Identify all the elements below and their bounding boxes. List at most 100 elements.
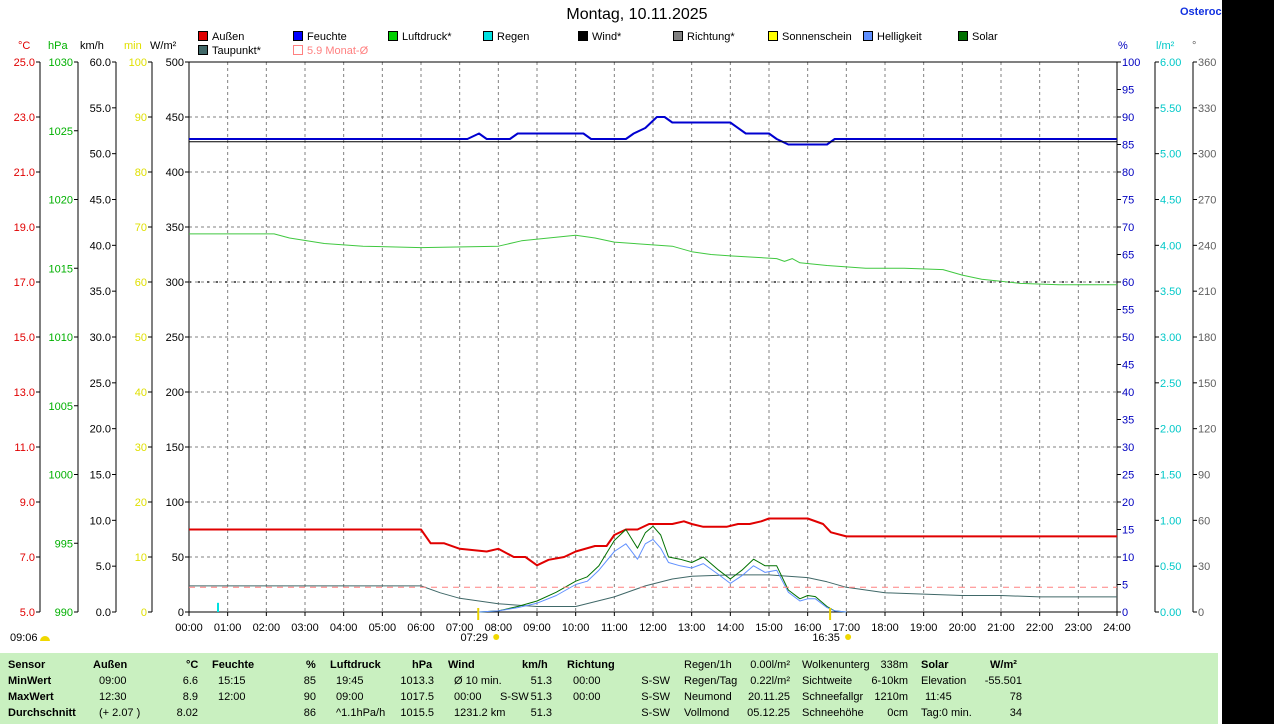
axis-tick-label-solar: 300 xyxy=(166,277,184,289)
axis-tick-label-temp: 21.0 xyxy=(14,167,35,179)
extra-key: Schneefallgr xyxy=(802,691,864,703)
axis-tick-label-rain: 0.50 xyxy=(1160,561,1181,573)
unit-humidity: % xyxy=(1118,40,1128,52)
cell: 51.3 xyxy=(530,707,552,719)
axis-tick-label-humidity: 90 xyxy=(1122,112,1134,124)
cell: S-SW xyxy=(641,707,670,719)
legend-swatch xyxy=(198,45,208,55)
axis-tick-label-temp: 25.0 xyxy=(14,57,35,69)
cell: 00:00 xyxy=(573,675,601,687)
cell: ^1.1hPa/h xyxy=(336,707,386,719)
extra-key: Regen/1h xyxy=(684,659,732,671)
legend-swatch xyxy=(958,31,968,41)
axis-tick-label-solar: 350 xyxy=(166,222,184,234)
x-tick-label: 00:00 xyxy=(175,622,203,634)
x-tick-label: 01:00 xyxy=(214,622,242,634)
axis-tick-label-humidity: 100 xyxy=(1122,57,1140,69)
axis-tick-label-direction: 360 xyxy=(1198,57,1216,69)
series-feuchte xyxy=(189,116,1117,146)
x-tick-label: 04:00 xyxy=(330,622,358,634)
axis-tick-label-rain: 3.50 xyxy=(1160,286,1181,298)
extra-key: Neumond xyxy=(684,691,732,703)
axis-tick-label-solar: 0 xyxy=(178,607,184,619)
axis-tick-label-wind: 50.0 xyxy=(90,149,111,161)
cell: 19:45 xyxy=(336,675,364,687)
axis-tick-label-wind: 40.0 xyxy=(90,240,111,252)
x-tick-label: 19:00 xyxy=(910,622,938,634)
axis-tick-label-rain: 5.00 xyxy=(1160,149,1181,161)
axis-tick-label-minutes: 30 xyxy=(135,442,147,454)
axis-tick-label-pressure: 990 xyxy=(55,607,73,619)
axis-tick-label-pressure: 1020 xyxy=(49,195,73,207)
series-luftdruck- xyxy=(189,233,1117,286)
axis-tick-label-humidity: 70 xyxy=(1122,222,1134,234)
axis-tick-label-wind: 20.0 xyxy=(90,424,111,436)
hdr-solar: Solar xyxy=(921,659,949,671)
axis-tick-label-pressure: 1030 xyxy=(49,57,73,69)
cell: 51.3 xyxy=(530,675,552,687)
cell: 09:00 xyxy=(336,691,364,703)
cell: 86 xyxy=(303,707,316,719)
axis-tick-label-rain: 6.00 xyxy=(1160,57,1181,69)
solar-val: -55.501 xyxy=(984,675,1022,687)
extra-key: Schneehöhe xyxy=(802,707,864,719)
hdr-luftdruck: Luftdruck xyxy=(330,659,381,671)
axis-tick-label-direction: 270 xyxy=(1198,195,1216,207)
extra-key: Sichtweite xyxy=(802,675,853,687)
legend-richtung: Richtung* xyxy=(673,31,735,43)
axis-tick-label-temp: 7.0 xyxy=(20,552,35,564)
axis-tick-label-temp: 5.0 xyxy=(20,607,35,619)
axis-tick-label-humidity: 15 xyxy=(1122,525,1134,537)
axis-tick-label-humidity: 85 xyxy=(1122,140,1134,152)
axis-tick-label-rain: 0.00 xyxy=(1160,607,1181,619)
x-tick-label: 23:00 xyxy=(1065,622,1093,634)
unit-wind: km/h xyxy=(80,40,104,52)
axis-tick-label-pressure: 995 xyxy=(55,538,73,550)
x-tick-label: 21:00 xyxy=(987,622,1015,634)
legend-swatch xyxy=(388,31,398,41)
axis-tick-label-minutes: 10 xyxy=(135,552,147,564)
x-tick-label: 22:00 xyxy=(1026,622,1054,634)
axis-tick-label-solar: 50 xyxy=(172,552,184,564)
series-helligkeit xyxy=(478,538,847,613)
legend-swatch xyxy=(863,31,873,41)
solar-val: 78 xyxy=(1009,691,1022,703)
x-tick-label: 20:00 xyxy=(949,622,977,634)
axis-tick-label-minutes: 40 xyxy=(135,387,147,399)
site-label[interactable]: Osteroc xyxy=(1180,6,1222,18)
x-tick-label: 05:00 xyxy=(369,622,397,634)
x-tick-label: 13:00 xyxy=(678,622,706,634)
axis-tick-label-direction: 300 xyxy=(1198,149,1216,161)
unit-minutes: min xyxy=(124,40,142,52)
series-solar xyxy=(478,525,847,613)
cell: 8.9 xyxy=(182,691,198,703)
extra-val: 0.22l/m² xyxy=(750,675,790,687)
axis-tick-label-humidity: 45 xyxy=(1122,360,1134,372)
x-tick-label: 14:00 xyxy=(717,622,745,634)
axis-tick-label-humidity: 30 xyxy=(1122,442,1134,454)
axis-tick-label-temp: 23.0 xyxy=(14,112,35,124)
unit-direction: ° xyxy=(1192,40,1197,52)
hdr-wind-unit: km/h xyxy=(522,659,548,671)
solar-key: Tag:0 min. xyxy=(921,707,972,719)
axis-tick-label-humidity: 65 xyxy=(1122,250,1134,262)
axis-tick-label-humidity: 25 xyxy=(1122,470,1134,482)
axis-tick-label-rain: 4.00 xyxy=(1160,240,1181,252)
axis-tick-label-temp: 11.0 xyxy=(14,442,35,454)
axis-tick-label-direction: 240 xyxy=(1198,240,1216,252)
axis-tick-label-direction: 150 xyxy=(1198,378,1216,390)
extra-val: 1210m xyxy=(874,691,908,703)
cell: 1013.3 xyxy=(400,675,434,687)
rain-bar xyxy=(217,602,219,612)
x-tick-label: 18:00 xyxy=(871,622,899,634)
x-tick-label: 24:00 xyxy=(1103,622,1131,634)
row-label: MaxWert xyxy=(8,691,54,703)
x-tick-label: 17:00 xyxy=(833,622,861,634)
axis-tick-label-solar: 200 xyxy=(166,387,184,399)
axis-tick-label-wind: 60.0 xyxy=(90,57,111,69)
extra-val: 20.11.25 xyxy=(747,691,790,703)
legend-swatch xyxy=(768,31,778,41)
legend-sonnenschein: Sonnenschein xyxy=(768,31,852,43)
axis-tick-label-pressure: 1010 xyxy=(49,332,73,344)
legend-swatch xyxy=(673,31,683,41)
